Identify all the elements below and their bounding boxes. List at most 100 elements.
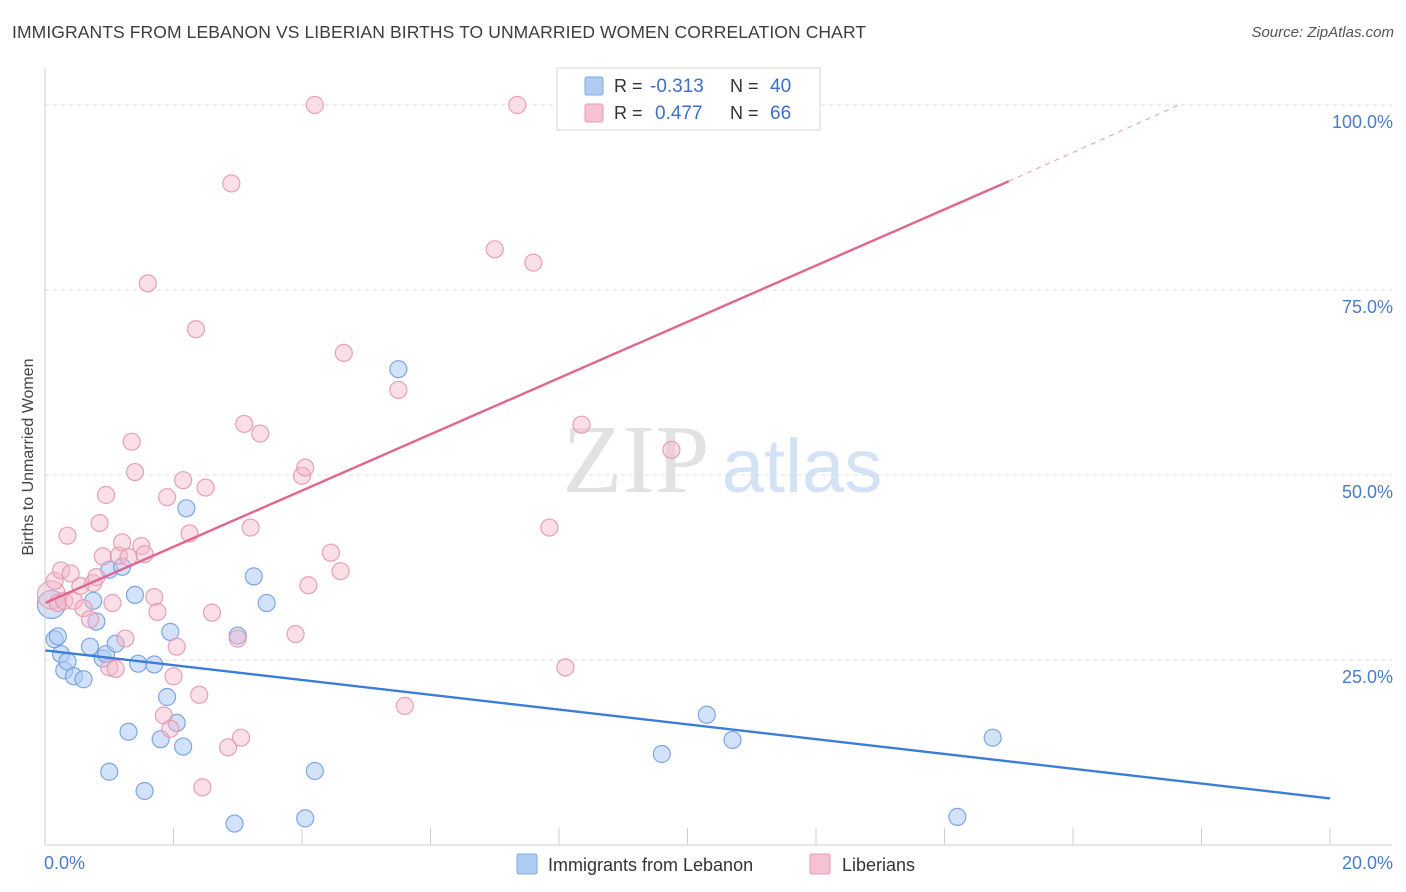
lebanon-point [125, 585, 145, 604]
lebanon-point [119, 722, 138, 741]
y-tick-label: 75.0% [1342, 297, 1393, 317]
lebanon-point [948, 807, 967, 826]
liberians-point [222, 174, 241, 193]
liberians-point [241, 518, 260, 537]
liberians-point [196, 478, 215, 497]
chart-title: IMMIGRANTS FROM LEBANON VS LIBERIAN BIRT… [12, 22, 867, 42]
bottom-legend: Immigrants from Lebanon Liberians [516, 853, 915, 875]
liberians-point [508, 95, 527, 115]
y-tick-label: 25.0% [1342, 667, 1393, 687]
legend-r-value-blue: -0.313 [650, 76, 704, 97]
legend-n-value-blue: 40 [770, 76, 791, 97]
liberians-point [96, 485, 116, 505]
liberians-trend-line [44, 180, 1010, 605]
liberians-point [334, 343, 353, 362]
lebanon-point [106, 634, 125, 653]
legend-r-label-blue: R = [614, 76, 643, 96]
lebanon-point [389, 360, 408, 379]
liberians-point [219, 738, 238, 757]
liberians-point [305, 95, 324, 115]
trend-layer [44, 104, 1331, 800]
watermark-atlas: atlas [722, 424, 883, 509]
x-tick-label: 20.0% [1342, 853, 1393, 873]
liberians-point [331, 562, 350, 581]
liberians-point [74, 599, 93, 618]
y-axis-label: Births to Unmarried Women [20, 358, 37, 555]
lebanon-point [697, 705, 716, 724]
liberians-point [80, 610, 100, 629]
legend-r-label-pink: R = [614, 103, 643, 123]
liberians-point [389, 380, 408, 399]
liberians-point [145, 587, 164, 607]
legend-swatch-pink [584, 103, 604, 123]
lebanon-point [244, 567, 263, 586]
liberians-point [138, 274, 157, 293]
legend-bottom-label-blue: Immigrants from Lebanon [548, 855, 753, 875]
liberians-point [122, 432, 141, 451]
liberians-point [251, 424, 270, 443]
liberians-point [167, 637, 186, 656]
y-tick-label: 50.0% [1342, 482, 1393, 502]
top-legend: R = -0.313 N = 40 R = 0.477 N = 66 [556, 67, 821, 131]
legend-n-label-pink: N = [730, 103, 759, 123]
legend-bottom-label-pink: Liberians [842, 855, 915, 875]
lebanon-point [296, 809, 315, 828]
lebanon-point [84, 591, 103, 610]
legend-n-label-blue: N = [730, 76, 759, 96]
liberians-point [286, 624, 305, 644]
liberians-point [202, 603, 222, 622]
grid-layer [45, 104, 1392, 661]
legend-n-value-pink: 66 [770, 103, 791, 124]
liberians-point [148, 602, 167, 622]
lebanon-point [48, 627, 67, 646]
liberians-point [58, 526, 77, 545]
liberians-point [540, 518, 559, 537]
liberians-point [161, 719, 180, 738]
y-tick-label: 100.0% [1332, 112, 1393, 132]
liberians-point [524, 253, 543, 272]
liberians-point [296, 458, 315, 477]
liberians-point [485, 240, 504, 259]
liberians-point [556, 658, 575, 677]
liberians-point [174, 471, 193, 490]
lebanon-point [652, 744, 671, 764]
lebanon-point [157, 687, 177, 707]
watermark-zip: ZIP [563, 406, 710, 514]
legend-bottom-swatch-pink [809, 853, 831, 875]
liberians-point [45, 571, 64, 590]
liberians-point [103, 593, 122, 613]
liberians-point [235, 414, 254, 434]
liberians-point [662, 440, 681, 459]
liberians-point [186, 320, 206, 339]
liberians-point [228, 629, 247, 648]
liberians-point [395, 696, 414, 715]
liberians-point [164, 667, 183, 686]
liberians-point [193, 778, 212, 797]
legend-swatch-blue [584, 76, 604, 96]
lebanon-point [257, 593, 276, 613]
liberians-point [116, 629, 135, 648]
lebanon-point [135, 781, 154, 801]
liberians-point [190, 685, 209, 704]
lebanon-point [305, 761, 324, 781]
legend-r-value-pink: 0.477 [655, 103, 703, 124]
lebanon-point [177, 499, 196, 518]
lebanon-point [129, 654, 148, 673]
liberians-point [157, 488, 177, 507]
liberians-point [90, 513, 109, 533]
lebanon-point [225, 814, 244, 833]
liberians-point [231, 728, 251, 747]
lebanon-point [100, 762, 119, 781]
liberians-point [109, 546, 128, 565]
liberians-point [572, 415, 591, 434]
x-tick-label: 0.0% [44, 853, 85, 873]
lebanon-point [174, 737, 193, 756]
legend-bottom-swatch-blue [516, 853, 538, 875]
liberians-point [93, 547, 112, 566]
source-label: Source: ZipAtlas.com [1251, 24, 1394, 41]
liberians-point [299, 576, 318, 595]
liberians-trend-extension [1008, 104, 1180, 182]
liberians-point [125, 462, 145, 482]
lebanon-point [74, 670, 93, 689]
